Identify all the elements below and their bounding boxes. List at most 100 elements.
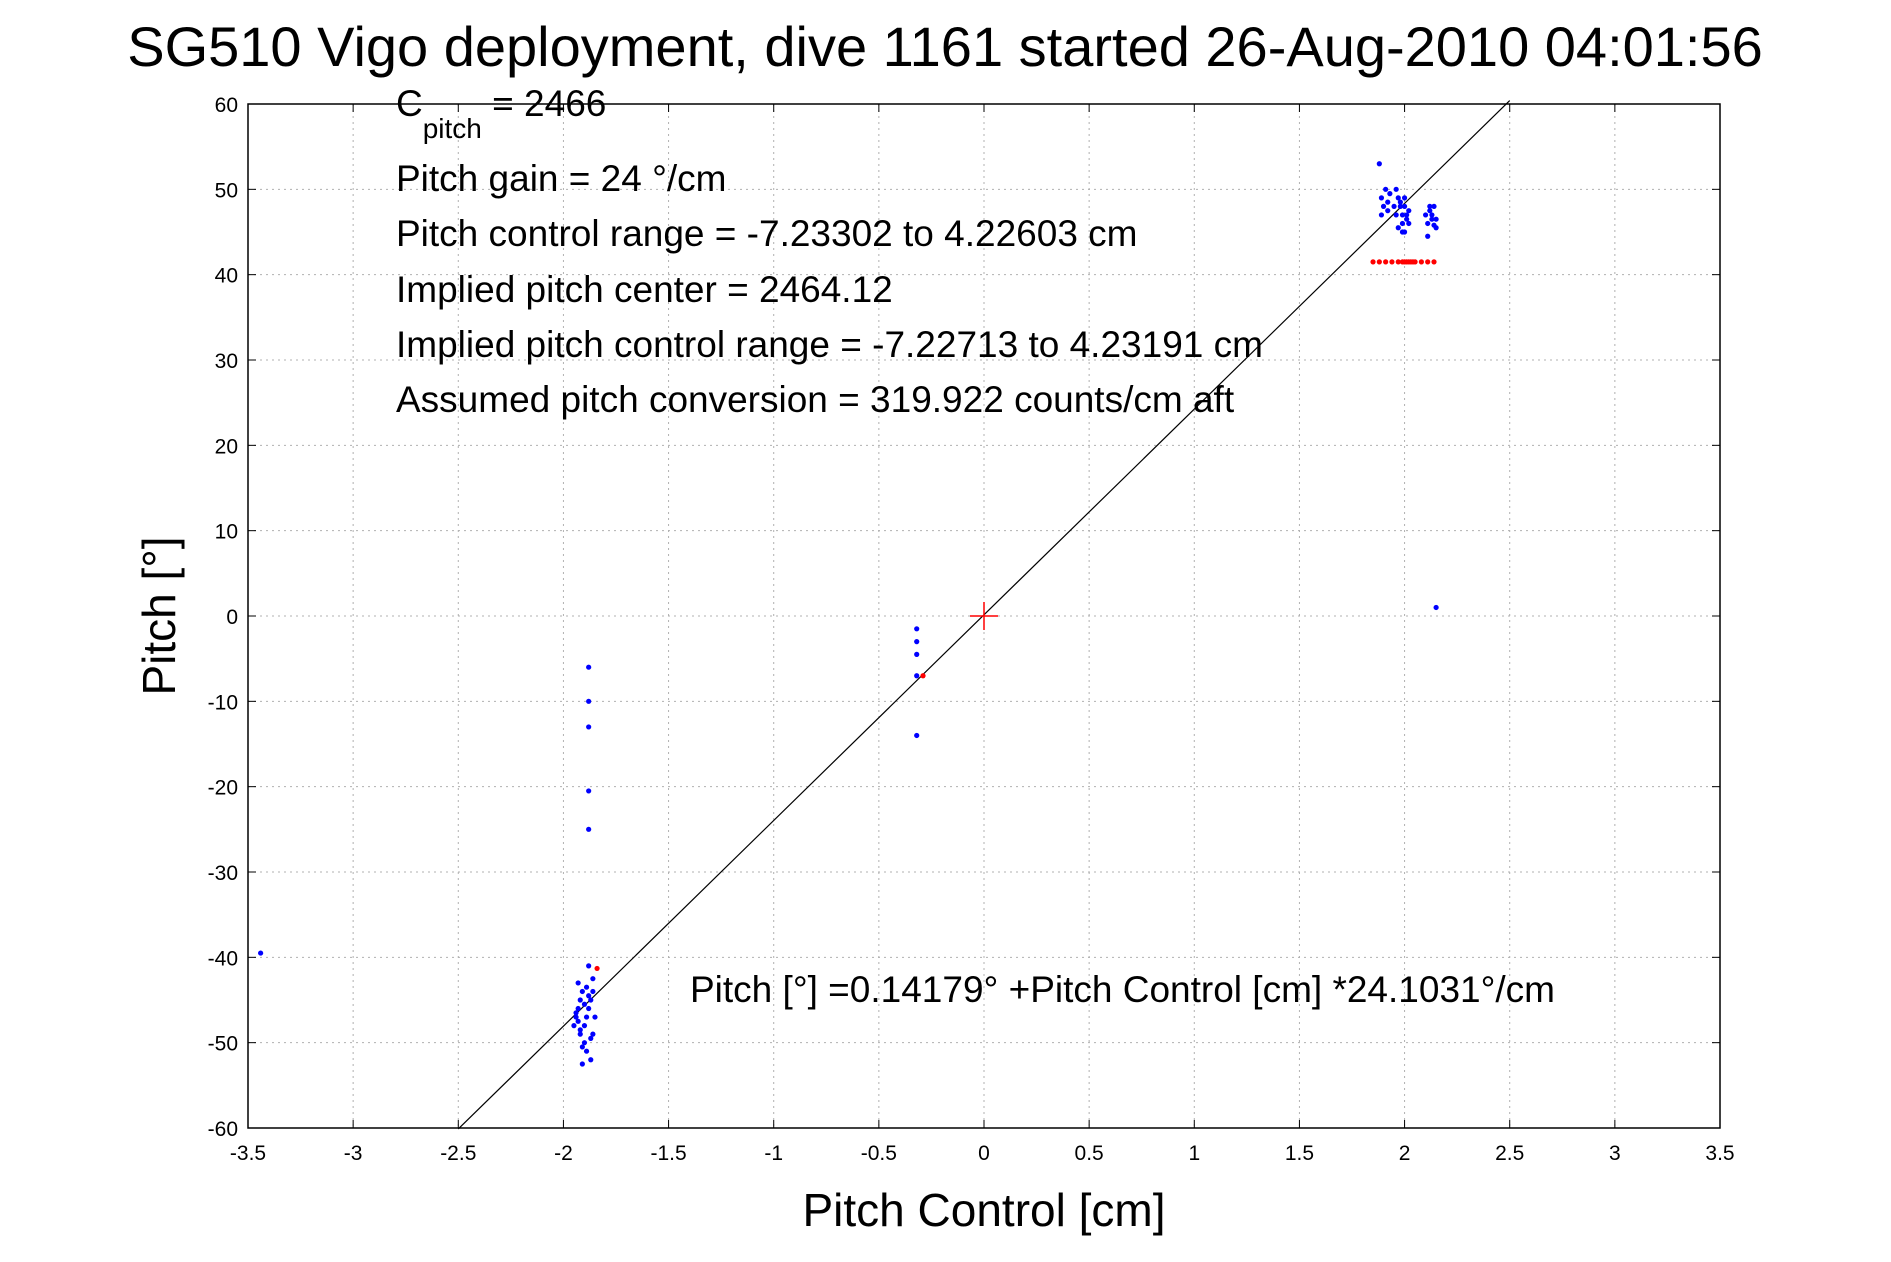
observed-point: [571, 1023, 577, 1029]
observed-point: [1397, 203, 1403, 209]
observed-point: [1433, 216, 1439, 222]
observed-point: [583, 1048, 590, 1054]
c-pitch-value: = 2466: [482, 83, 606, 124]
observed-point: [1378, 195, 1385, 201]
observed-point: [583, 984, 590, 990]
fitted-point: [1383, 259, 1389, 265]
observed-point: [577, 1031, 583, 1037]
observed-point: [579, 1061, 585, 1067]
observed-point: [592, 1014, 598, 1020]
observed-point: [1404, 212, 1410, 218]
observed-point: [1395, 195, 1401, 201]
observed-point: [586, 698, 592, 704]
observed-point: [579, 1044, 585, 1050]
center-marker: [970, 602, 998, 630]
y-tick-label: 60: [215, 94, 238, 117]
x-tick-label: -3.5: [230, 1142, 266, 1165]
observed-point: [581, 1040, 588, 1046]
x-axis-label: Pitch Control [cm]: [803, 1184, 1166, 1236]
observed-point: [914, 639, 920, 645]
fitted-point: [1376, 259, 1382, 265]
observed-point: [1425, 220, 1431, 227]
x-tick-label: -1: [764, 1142, 783, 1165]
observed-point: [1385, 208, 1391, 214]
observed-point: [583, 1014, 590, 1020]
observed-point: [573, 1010, 579, 1016]
observed-point: [258, 950, 264, 956]
observed-point: [1399, 212, 1406, 218]
fitted-point: [1418, 259, 1424, 265]
y-tick-label: 50: [215, 179, 238, 202]
observed-point: [588, 997, 594, 1003]
observed-point: [1399, 229, 1406, 235]
x-tick-label: -2: [554, 1142, 573, 1165]
observed-point: [1423, 212, 1429, 218]
x-tick-label: 0.5: [1075, 1142, 1104, 1165]
observed-point: [1431, 203, 1437, 209]
annotation-c-pitch: Cpitch = 2466: [396, 83, 606, 144]
fitted-point: [920, 673, 926, 679]
fitted-point: [1425, 259, 1431, 265]
observed-point: [1427, 208, 1433, 214]
y-tick-label: 30: [215, 350, 238, 373]
observed-point: [575, 980, 581, 986]
y-tick-label: -40: [208, 947, 238, 970]
observed-point: [588, 1057, 594, 1063]
x-tick-label: -3: [344, 1142, 363, 1165]
x-tick-label: -0.5: [861, 1142, 897, 1165]
fitted-point: [1370, 259, 1376, 265]
x-tick-label: 2.5: [1495, 1142, 1524, 1165]
c-pitch-base: C: [396, 83, 423, 124]
x-axis-ticks: -3.5 -3 -2.5 -2 -1.5 -1 -0.5 0 0.5 1 1.5 2 2.5 3 3.5: [230, 104, 1735, 1165]
observed-point: [914, 673, 920, 679]
observed-point: [1399, 220, 1406, 227]
observed-point: [914, 626, 920, 632]
observed-point: [1380, 203, 1387, 209]
data-points: [258, 161, 1439, 1067]
observed-point: [586, 963, 592, 969]
observed-point: [588, 1035, 594, 1041]
y-tick-label: -60: [208, 1118, 238, 1141]
observed-point: [1387, 191, 1393, 197]
y-axis-ticks: -60 -50 -40 -30 -20 -10 0 10 20 30 40 50 60: [208, 94, 1720, 1141]
chart-title: SG510 Vigo deployment, dive 1161 started…: [127, 15, 1763, 78]
observed-point: [573, 1014, 579, 1020]
c-pitch-subscript: pitch: [423, 113, 482, 144]
x-tick-label: 2: [1399, 1142, 1411, 1165]
observed-point: [1383, 186, 1389, 192]
observed-point: [1378, 212, 1385, 218]
observed-point: [586, 993, 592, 999]
observed-point: [590, 976, 596, 982]
observed-point: [1406, 220, 1412, 227]
observed-point: [1429, 216, 1435, 222]
fit-equation: Pitch [°] =0.14179° +Pitch Control [cm] …: [690, 969, 1555, 1010]
annotation-line: Implied pitch center = 2464.12: [396, 269, 893, 310]
x-tick-label: 0: [978, 1142, 990, 1165]
observed-point: [1385, 199, 1391, 205]
y-tick-label: 0: [226, 606, 238, 629]
observed-point: [586, 724, 592, 730]
observed-point: [579, 988, 585, 995]
observed-point: [914, 732, 920, 739]
observed-point: [577, 997, 583, 1003]
y-tick-label: 40: [215, 265, 238, 288]
observed-point: [1433, 604, 1439, 611]
annotation-line: Pitch gain = 24 °/cm: [396, 158, 727, 199]
annotation-line: Pitch control range = -7.23302 to 4.2260…: [396, 213, 1138, 254]
observed-point: [914, 651, 920, 658]
annotation-line: Assumed pitch conversion = 319.922 count…: [396, 379, 1235, 420]
fitted-point: [1395, 259, 1401, 265]
y-tick-label: 10: [215, 521, 238, 544]
observed-point: [1395, 225, 1401, 231]
annotation-line: Implied pitch control range = -7.22713 t…: [396, 324, 1263, 365]
observed-point: [1431, 222, 1437, 228]
observed-point: [590, 1031, 596, 1037]
observed-point: [575, 1018, 581, 1024]
y-tick-label: -50: [208, 1033, 238, 1056]
observed-point: [1429, 212, 1435, 218]
observed-point: [1393, 212, 1399, 218]
observed-point: [590, 988, 596, 995]
observed-point: [586, 664, 592, 670]
x-tick-label: 3.5: [1705, 1142, 1734, 1165]
